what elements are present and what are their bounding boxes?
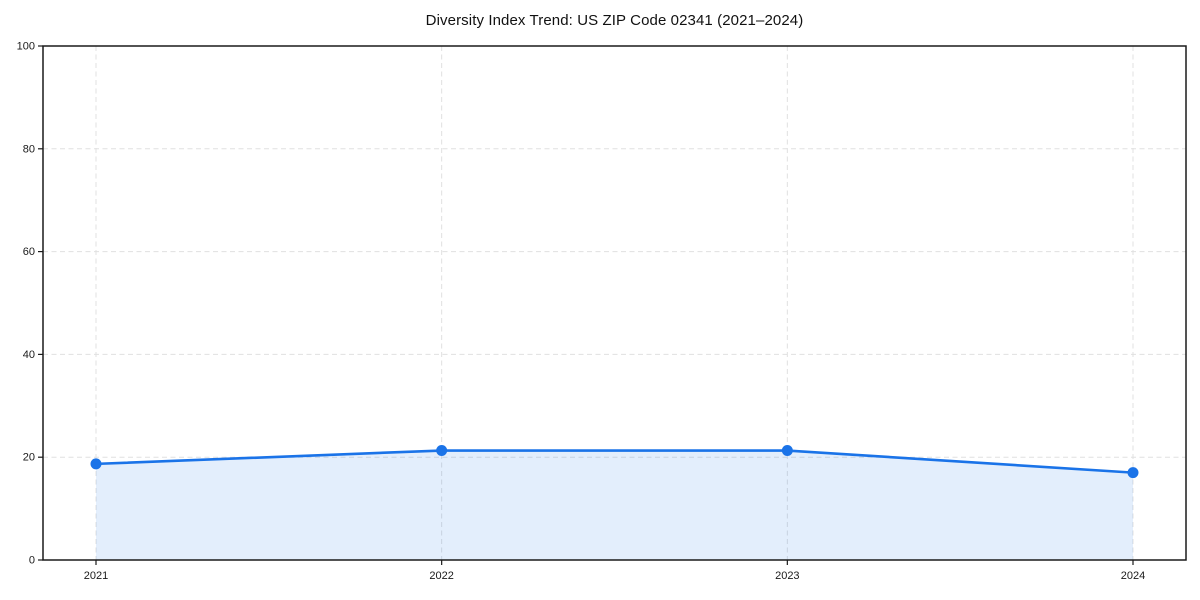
area-fill [96, 450, 1133, 560]
x-tick-label: 2023 [775, 570, 799, 582]
x-tick-label: 2022 [429, 570, 453, 582]
y-tick-label: 60 [23, 246, 35, 258]
data-point-marker [436, 445, 448, 457]
x-tick-label: 2021 [84, 570, 108, 582]
y-tick-label: 0 [29, 555, 35, 567]
y-tick-label: 100 [17, 41, 35, 53]
y-tick-label: 80 [23, 143, 35, 155]
data-point-marker [90, 458, 102, 470]
trend-line [94, 449, 1135, 474]
chart-title: Diversity Index Trend: US ZIP Code 02341… [425, 12, 804, 29]
y-tick-label: 40 [23, 349, 35, 361]
data-point-marker [781, 445, 793, 457]
data-point-marker [1127, 467, 1139, 479]
plot-border [42, 45, 1187, 561]
y-tick-label: 20 [23, 452, 35, 464]
x-tick-label: 2024 [1121, 570, 1145, 582]
